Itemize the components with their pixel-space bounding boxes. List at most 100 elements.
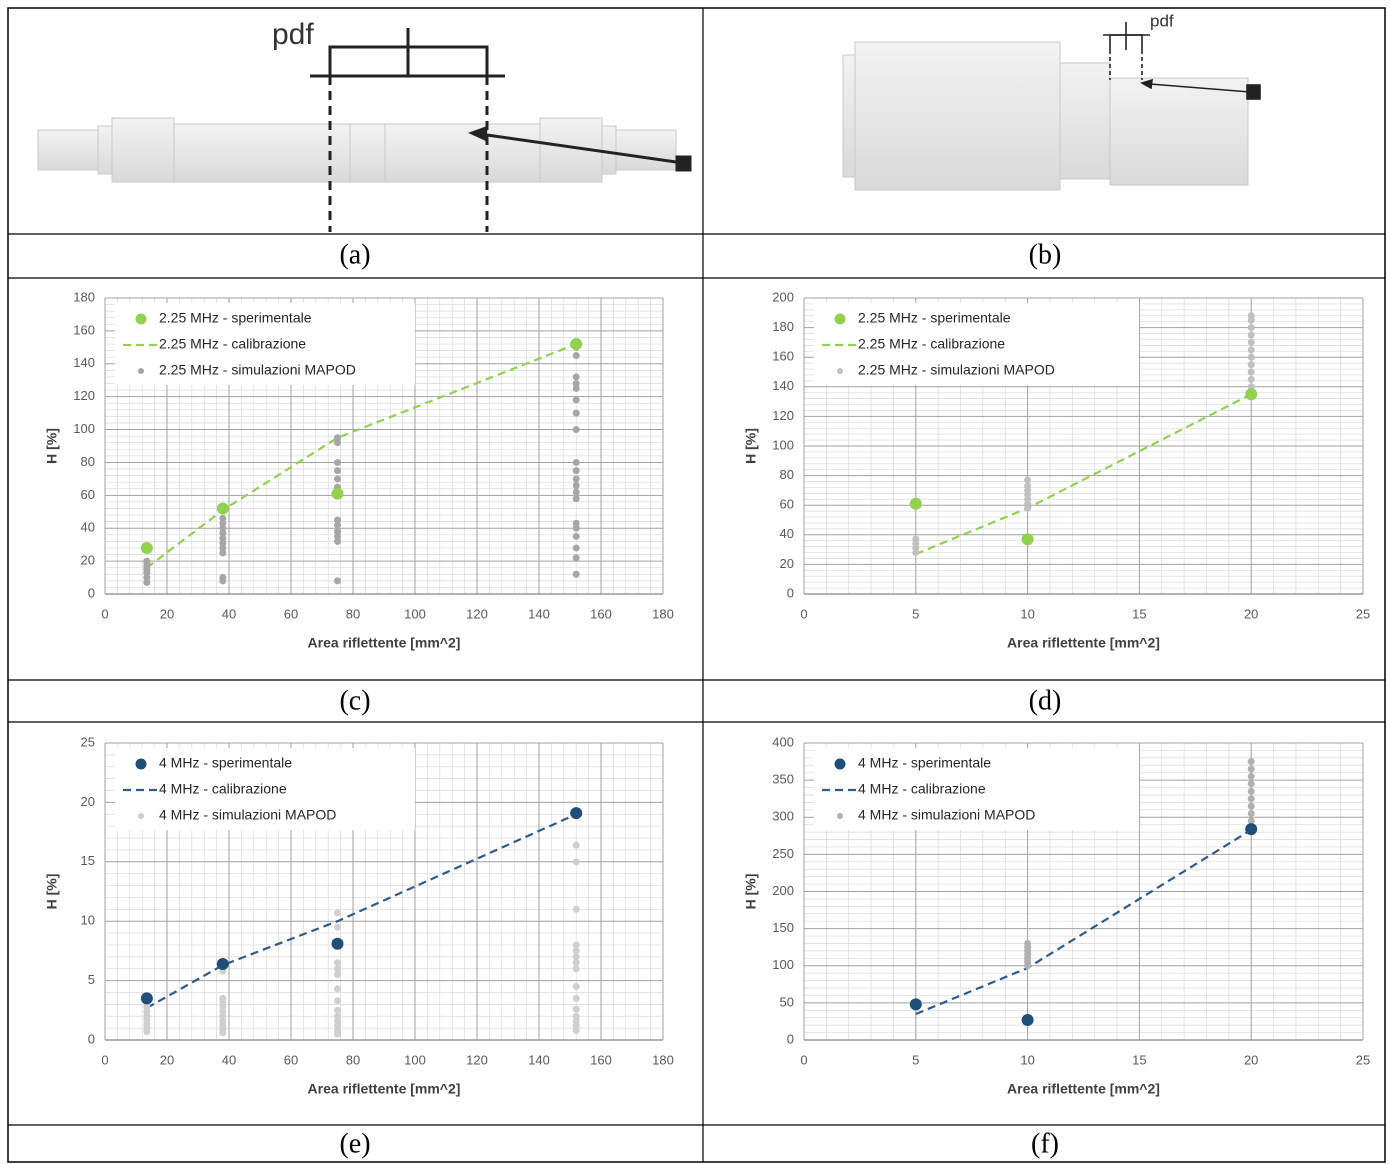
y-axis-label: H [%] xyxy=(743,874,759,910)
data-point xyxy=(570,338,582,350)
y-tick-label: 40 xyxy=(81,520,95,535)
x-tick-label: 10 xyxy=(1020,1052,1034,1067)
x-tick-label: 40 xyxy=(222,606,236,621)
y-tick-label: 40 xyxy=(780,526,794,541)
caption: (b) xyxy=(1029,239,1062,270)
simulation-point xyxy=(573,396,580,403)
y-tick-label: 120 xyxy=(772,408,794,423)
simulation-point xyxy=(573,533,580,540)
simulation-point xyxy=(912,536,919,543)
data-point xyxy=(1022,1014,1034,1026)
simulation-point xyxy=(1248,773,1255,780)
y-tick-label: 150 xyxy=(772,920,794,935)
x-tick-label: 80 xyxy=(346,606,360,621)
simulation-point xyxy=(1248,324,1255,331)
data-point xyxy=(217,958,229,970)
simulation-point xyxy=(573,467,580,474)
y-tick-label: 200 xyxy=(772,883,794,898)
x-axis-label: Area riflettente [mm^2] xyxy=(1007,635,1160,651)
y-tick-label: 20 xyxy=(81,553,95,568)
simulation-point xyxy=(573,410,580,417)
x-tick-label: 180 xyxy=(652,1052,674,1067)
y-tick-label: 140 xyxy=(73,355,95,370)
legend-label: 2.25 MHz - calibrazione xyxy=(159,336,306,352)
simulation-point xyxy=(573,352,580,359)
legend-label: 2.25 MHz - simulazioni MAPOD xyxy=(858,362,1055,378)
y-tick-label: 0 xyxy=(787,585,794,600)
x-tick-label: 60 xyxy=(284,606,298,621)
data-point xyxy=(141,542,153,554)
x-tick-label: 15 xyxy=(1132,1052,1146,1067)
x-tick-label: 120 xyxy=(466,1052,488,1067)
data-point xyxy=(910,998,922,1010)
x-tick-label: 120 xyxy=(466,606,488,621)
simulation-point xyxy=(573,1013,580,1020)
x-tick-label: 100 xyxy=(404,1052,426,1067)
y-tick-label: 0 xyxy=(88,1031,95,1046)
x-tick-label: 140 xyxy=(528,606,550,621)
legend-label: 4 MHz - calibrazione xyxy=(858,781,986,797)
simulation-point xyxy=(573,858,580,865)
simulation-point xyxy=(334,528,341,535)
legend-label: 2.25 MHz - simulazioni MAPOD xyxy=(159,362,356,378)
legend-label: 2.25 MHz - sperimentale xyxy=(159,310,312,326)
x-tick-label: 5 xyxy=(912,606,919,621)
simulation-point xyxy=(1024,477,1031,484)
figure: pdf pdf (a) (b) (c) (d) (e) (f) 02040608… xyxy=(0,0,1391,1164)
legend-label: 4 MHz - simulazioni MAPOD xyxy=(858,807,1035,823)
data-point xyxy=(910,498,922,510)
y-tick-label: 15 xyxy=(81,853,95,868)
simulation-point xyxy=(334,434,341,441)
simulation-point xyxy=(573,459,580,466)
simulation-point xyxy=(573,520,580,527)
simulation-point xyxy=(1248,332,1255,339)
y-tick-label: 0 xyxy=(88,585,95,600)
simulation-point xyxy=(334,909,341,916)
simulation-point xyxy=(1248,803,1255,810)
simulation-point xyxy=(334,985,341,992)
simulation-point xyxy=(334,459,341,466)
data-point xyxy=(1022,533,1034,545)
y-tick-label: 180 xyxy=(772,319,794,334)
y-tick-label: 25 xyxy=(81,734,95,749)
simulation-point xyxy=(573,475,580,482)
y-tick-label: 5 xyxy=(88,972,95,987)
simulation-point xyxy=(334,475,341,482)
calibration-line xyxy=(916,394,1251,554)
y-tick-label: 200 xyxy=(772,289,794,304)
legend-swatch xyxy=(136,314,147,325)
simulation-point xyxy=(573,571,580,578)
calibration-line xyxy=(147,814,576,1008)
simulation-point xyxy=(334,517,341,524)
simulation-point xyxy=(573,489,580,496)
y-tick-label: 20 xyxy=(81,794,95,809)
y-tick-label: 80 xyxy=(780,467,794,482)
simulation-point xyxy=(334,577,341,584)
shaft-diagram-b xyxy=(843,42,1248,190)
simulation-point xyxy=(219,995,226,1002)
legend-swatch xyxy=(138,368,144,374)
simulation-point xyxy=(1248,765,1255,772)
x-tick-label: 0 xyxy=(800,606,807,621)
x-tick-label: 25 xyxy=(1356,1052,1370,1067)
data-point xyxy=(217,502,229,514)
legend-label: 4 MHz - calibrazione xyxy=(159,781,287,797)
simulation-point xyxy=(1248,810,1255,817)
caption: (c) xyxy=(339,685,370,716)
simulation-point xyxy=(1248,788,1255,795)
simulation-point xyxy=(573,482,580,489)
legend-label: 4 MHz - sperimentale xyxy=(159,755,292,771)
simulation-point xyxy=(573,941,580,948)
pdf-label: pdf xyxy=(272,18,314,51)
simulation-point xyxy=(573,495,580,502)
y-axis-label: H [%] xyxy=(44,428,60,464)
simulation-point xyxy=(1248,795,1255,802)
simulation-point xyxy=(573,373,580,380)
x-tick-label: 140 xyxy=(528,1052,550,1067)
y-tick-label: 100 xyxy=(73,421,95,436)
x-tick-label: 20 xyxy=(1244,606,1258,621)
simulation-point xyxy=(573,426,580,433)
y-tick-label: 140 xyxy=(772,378,794,393)
